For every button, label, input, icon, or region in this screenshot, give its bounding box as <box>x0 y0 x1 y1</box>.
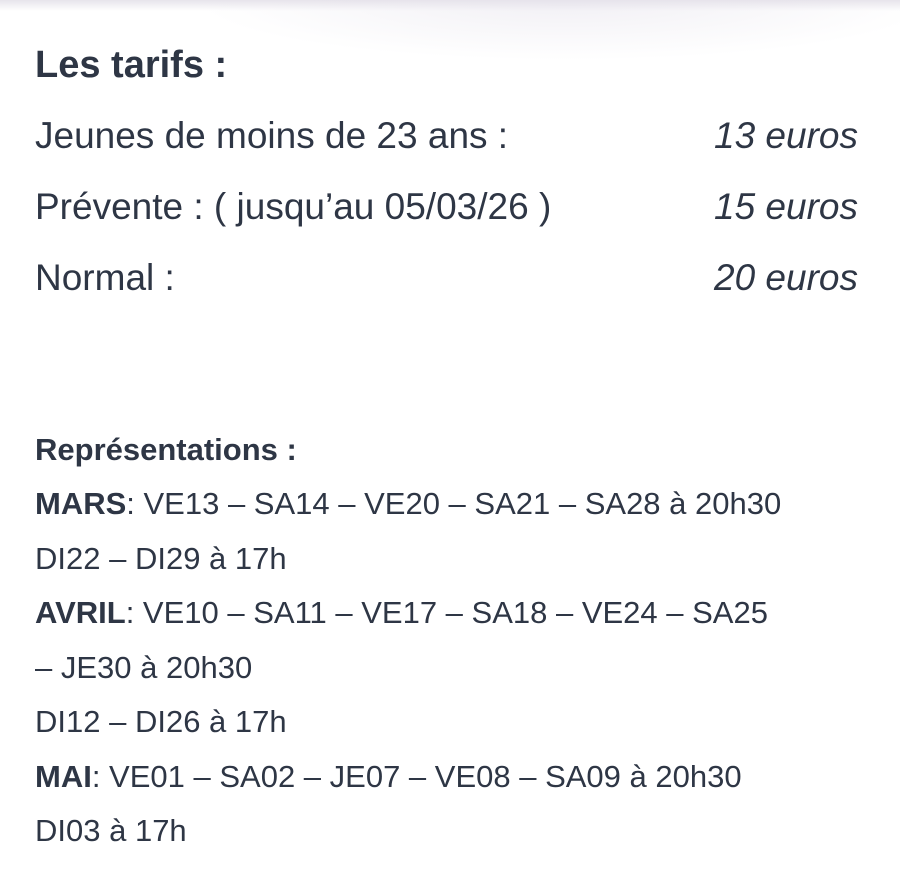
representations-heading: Représentations : <box>35 432 297 467</box>
representations-section: Représentations : MARS: VE13 – SA14 – VE… <box>35 423 858 859</box>
representation-line-avril: AVRIL: VE10 – SA11 – VE17 – SA18 – VE24 … <box>35 586 858 641</box>
tariff-row-normal: Normal : 20 euros <box>35 242 858 313</box>
representation-dates: DI03 à 17h <box>35 813 187 848</box>
tariff-price: 13 euros <box>714 115 858 156</box>
tariff-row-prevente: Prévente : ( jusqu’au 05/03/26 ) 15 euro… <box>35 171 858 242</box>
representation-line-avril-dimanches: DI12 – DI26 à 17h <box>35 695 858 750</box>
tariffs-section: Les tarifs : Jeunes de moins de 23 ans :… <box>35 0 858 313</box>
representation-dates: : VE01 – SA02 – JE07 – VE08 – SA09 à 20h… <box>91 758 742 794</box>
representation-dates: DI12 – DI26 à 17h <box>35 704 287 739</box>
representation-line-mai-dimanche: DI03 à 17h <box>35 804 858 859</box>
tariff-label: Jeunes de moins de 23 ans : <box>35 115 509 156</box>
tariffs-heading: Les tarifs : <box>35 44 228 86</box>
month-label: MARS <box>35 486 127 521</box>
representation-dates: DI22 – DI29 à 17h <box>35 540 287 576</box>
representation-line-avril-suite: – JE30 à 20h30 <box>35 641 858 696</box>
representation-line-mai: MAI: VE01 – SA02 – JE07 – VE08 – SA09 à … <box>35 750 858 805</box>
representation-dates: : VE10 – SA11 – VE17 – SA18 – VE24 – SA2… <box>125 595 768 630</box>
representation-line-mars: MARS: VE13 – SA14 – VE20 – SA21 – SA28 à… <box>35 477 858 532</box>
representation-dates: : VE13 – SA14 – VE20 – SA21 – SA28 à 20h… <box>126 486 782 521</box>
month-label: AVRIL <box>35 595 126 630</box>
tariff-label: Normal : <box>35 257 175 298</box>
month-label: MAI <box>35 758 92 794</box>
representation-dates: – JE30 à 20h30 <box>35 649 253 685</box>
tariff-row-jeunes: Jeunes de moins de 23 ans : 13 euros <box>35 100 858 171</box>
tariff-price: 20 euros <box>714 257 858 298</box>
tariff-label: Prévente : ( jusqu’au 05/03/26 ) <box>35 186 552 227</box>
tariff-price: 15 euros <box>714 186 858 227</box>
representation-line-mars-dimanches: DI22 – DI29 à 17h <box>35 532 858 587</box>
